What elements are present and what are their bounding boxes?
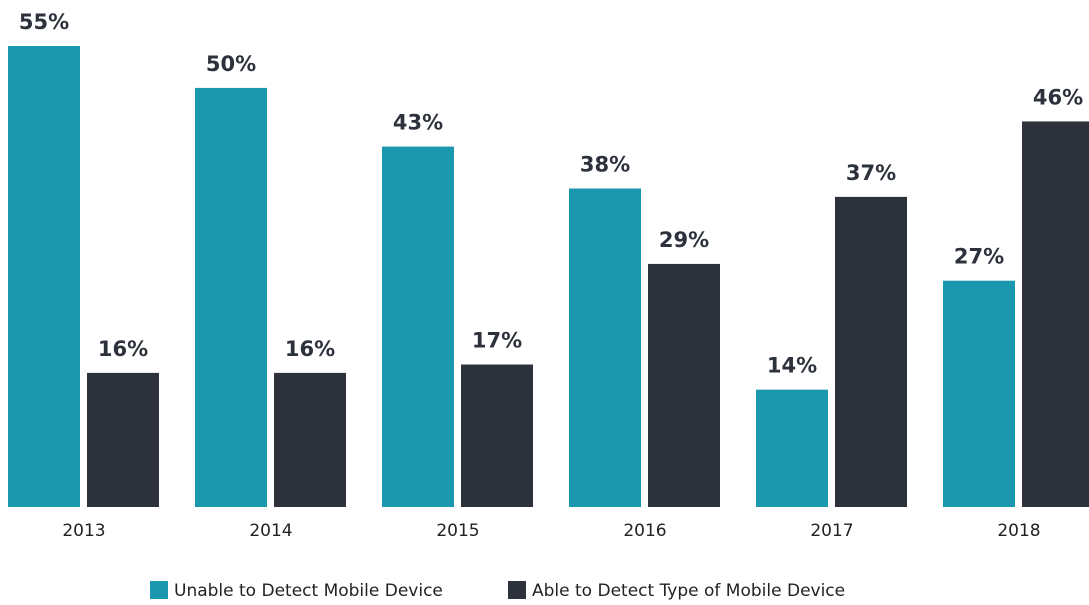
value-label: 16% (285, 337, 335, 361)
value-label: 29% (659, 228, 709, 252)
x-tick-label: 2018 (997, 521, 1040, 541)
bar (382, 146, 454, 507)
x-tick-label: 2017 (810, 521, 853, 541)
value-label: 43% (393, 111, 443, 135)
bar (569, 188, 641, 507)
legend-swatch (508, 581, 526, 599)
bar (8, 46, 80, 507)
legend-swatch (150, 581, 168, 599)
bar (756, 389, 828, 507)
bar (461, 364, 533, 507)
value-label: 38% (580, 152, 630, 176)
value-label: 17% (472, 329, 522, 353)
value-label: 37% (846, 161, 896, 185)
bar (943, 280, 1015, 507)
value-label: 27% (954, 245, 1004, 269)
x-tick-label: 2015 (436, 521, 479, 541)
bar (195, 87, 267, 507)
bar (835, 196, 907, 507)
value-label: 46% (1033, 85, 1083, 109)
bar (274, 372, 346, 507)
value-label: 50% (206, 52, 256, 76)
x-tick-label: 2013 (62, 521, 105, 541)
bar (648, 263, 720, 507)
legend-label: Unable to Detect Mobile Device (174, 581, 443, 601)
value-label: 16% (98, 337, 148, 361)
value-label: 55% (19, 10, 69, 34)
value-label: 14% (767, 354, 817, 378)
legend-label: Able to Detect Type of Mobile Device (532, 581, 845, 601)
bar (87, 372, 159, 507)
bar (1022, 121, 1089, 507)
x-tick-label: 2014 (249, 521, 292, 541)
x-tick-label: 2016 (623, 521, 666, 541)
